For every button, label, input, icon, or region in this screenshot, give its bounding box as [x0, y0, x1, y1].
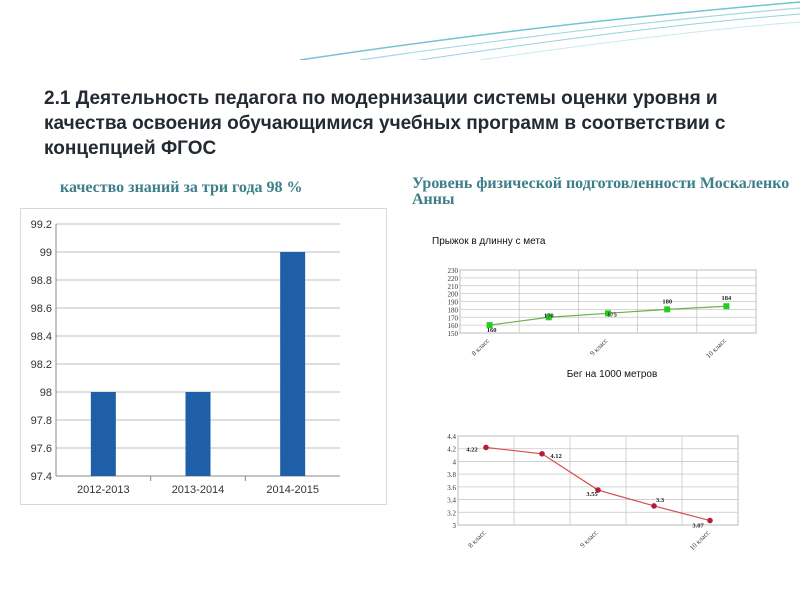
y-tick-label: 99	[40, 247, 52, 259]
chart-title: Прыжок в длинну с мета	[432, 236, 546, 247]
data-label: 3.55	[586, 491, 598, 498]
data-label: 175	[607, 311, 618, 318]
knowledge-quality-bar-chart: 97.4 97.6 97.8 98 98.2 98.4 98.6 98.8 99 99.2 2012…	[20, 208, 387, 505]
y-tick-label: 230	[448, 267, 459, 275]
data-label: 4.12	[550, 453, 561, 460]
y-tick-label: 3.2	[447, 509, 456, 517]
y-tick-label: 170	[448, 314, 459, 322]
data-label: 160	[487, 327, 497, 334]
y-tick-label: 200	[448, 291, 459, 299]
data-label: 3.3	[656, 497, 665, 504]
x-tick-label: 2012-2013	[77, 484, 130, 496]
data-point	[651, 503, 657, 509]
data-point	[545, 314, 552, 321]
data-label: 4.22	[466, 446, 477, 453]
y-tick-label: 180	[448, 306, 459, 314]
data-label: 180	[662, 298, 672, 305]
y-tick-label: 98	[40, 387, 52, 399]
y-tick-label: 98.6	[31, 303, 52, 315]
y-tick-label: 98.2	[31, 359, 52, 371]
x-tick-label: 10 класс	[688, 529, 711, 552]
data-label: 184	[722, 295, 733, 302]
y-tick-label: 98.4	[31, 331, 52, 343]
bar	[90, 392, 116, 476]
decorative-waves	[299, 1, 800, 60]
bar	[280, 252, 306, 476]
run-1000m-line-chart: 3 3.2 3.4 3.6 3.8 4 4.2 4.4 4.22 4.12 3.55 3.3 3.07 8…	[447, 433, 739, 552]
y-tick-label: 98.8	[31, 275, 52, 287]
data-point	[486, 322, 493, 329]
left-subtitle: качество знаний за три года 98 %	[60, 179, 303, 196]
y-tick-label: 210	[448, 283, 459, 291]
x-tick-label: 10 класс	[705, 337, 728, 360]
bar	[185, 392, 211, 476]
y-tick-label: 4.4	[447, 433, 456, 441]
y-tick-label: 4.2	[447, 446, 456, 454]
data-point	[605, 310, 611, 317]
data-label: 3.07	[692, 523, 704, 530]
wave-line	[479, 21, 800, 60]
x-tick-label: 2013-2014	[172, 484, 225, 496]
long-jump-line-chart: Прыжок в длинну с мета150160170180190200…	[432, 236, 757, 380]
plot-frame	[457, 435, 739, 526]
x-tick-label: 9 класс	[589, 337, 610, 358]
y-tick-label: 97.4	[31, 471, 52, 483]
wave-line	[419, 13, 800, 60]
data-label: 170	[544, 312, 554, 319]
data-point	[664, 306, 671, 313]
slide-title: 2.1 Деятельность педагога по модернизаци…	[44, 88, 726, 159]
data-point	[595, 487, 601, 493]
data-point	[539, 451, 545, 457]
wave-line	[359, 7, 800, 60]
x-axis-title: Бег на 1000 метров	[567, 369, 658, 380]
y-tick-label: 3.6	[447, 484, 456, 492]
y-tick-label: 220	[448, 275, 459, 283]
y-tick-label: 3	[453, 522, 457, 530]
y-tick-label: 3.4	[447, 497, 456, 505]
wave-line	[299, 1, 800, 60]
y-tick-label: 160	[448, 322, 459, 330]
x-tick-label: 8 класс	[470, 337, 491, 358]
y-tick-label: 99.2	[31, 219, 52, 231]
x-tick-label: 9 класс	[579, 529, 600, 550]
y-tick-label: 97.8	[31, 415, 52, 427]
y-tick-label: 150	[448, 330, 459, 338]
data-point	[483, 444, 489, 451]
data-point	[723, 303, 730, 310]
right-subtitle: Уровень физической подготовленности Моск…	[412, 175, 790, 208]
x-tick-label: 8 класс	[467, 529, 488, 550]
y-tick-label: 190	[448, 299, 459, 307]
y-tick-label: 3.8	[447, 471, 456, 479]
y-tick-label: 4	[453, 458, 457, 466]
y-tick-label: 97.6	[31, 443, 52, 455]
data-point	[707, 517, 713, 524]
x-tick-label: 2014-2015	[266, 484, 319, 496]
